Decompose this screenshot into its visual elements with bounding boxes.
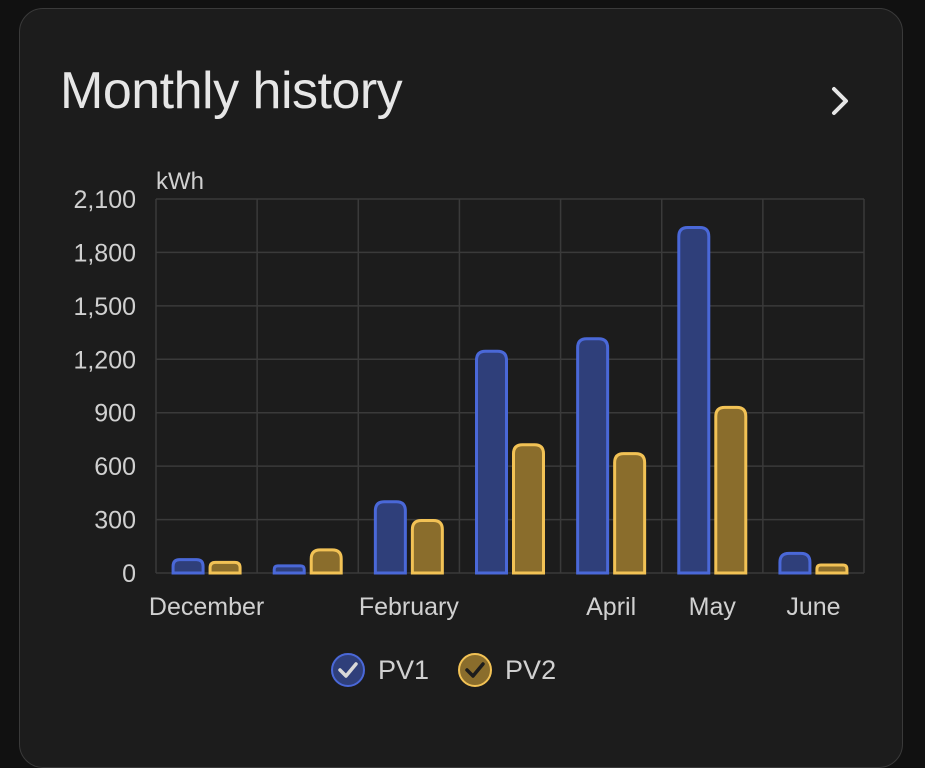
legend-label-pv1: PV1 (378, 654, 430, 685)
chevron-right-icon[interactable] (820, 81, 860, 121)
x-tick-label: April (586, 593, 636, 621)
bar-pv2[interactable] (815, 563, 849, 575)
y-tick-label: 1,800 (73, 239, 136, 267)
chart-bars (171, 225, 849, 575)
bar-pv2[interactable] (512, 443, 545, 575)
chart-grid (155, 198, 865, 574)
y-tick-label: 1,200 (73, 346, 136, 374)
y-tick-label: 2,100 (73, 186, 136, 214)
legend-label-pv2: PV2 (505, 654, 557, 685)
x-tick-label: February (359, 593, 460, 621)
card-title: Monthly history (60, 62, 403, 120)
y-tick-label: 1,500 (73, 293, 136, 321)
monthly-bar-chart: 0 300 600 900 1,200 1,500 1,800 2,100 kWh Decembe… (73, 168, 865, 621)
chart-labels: 0 300 600 900 1,200 1,500 1,800 2,100 kWh Decembe… (73, 168, 840, 621)
bar-pv1[interactable] (677, 225, 711, 575)
bar-pv1[interactable] (373, 500, 407, 575)
check-icon (331, 653, 365, 687)
x-tick-label: December (149, 593, 264, 621)
bar-pv2[interactable] (613, 452, 647, 575)
check-icon (458, 653, 493, 687)
bar-pv1[interactable] (171, 558, 205, 575)
bar-pv1[interactable] (576, 337, 610, 575)
bar-pv1[interactable] (475, 349, 508, 575)
monthly-history-card: Monthly history (19, 8, 903, 768)
bar-pv2[interactable] (208, 560, 242, 575)
bar-pv2[interactable] (714, 405, 748, 575)
x-tick-label: June (786, 593, 840, 621)
legend-item-pv2[interactable]: PV2 (457, 652, 556, 688)
bar-pv1[interactable] (272, 564, 306, 575)
bar-pv2[interactable] (410, 518, 444, 575)
bar-pv1[interactable] (778, 551, 812, 575)
x-tick-label: May (689, 593, 737, 621)
y-tick-label: 0 (122, 560, 136, 588)
legend-item-pv1[interactable]: PV1 (330, 652, 429, 688)
y-unit-label: kWh (156, 168, 204, 195)
bar-pv2[interactable] (309, 548, 343, 575)
y-tick-label: 300 (94, 507, 136, 535)
y-tick-label: 900 (94, 400, 136, 428)
chart-legend: PV1 PV2 (330, 652, 556, 688)
y-tick-label: 600 (94, 453, 136, 481)
